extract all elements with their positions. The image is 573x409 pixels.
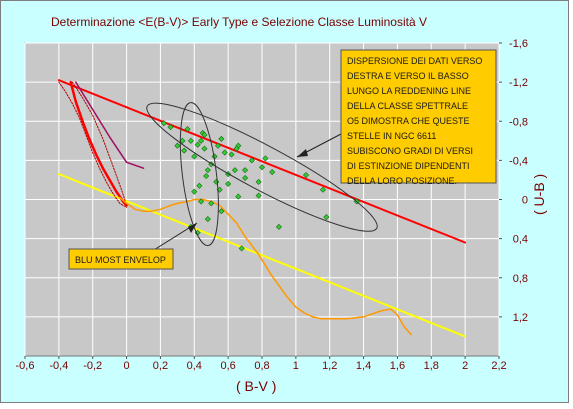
data-point xyxy=(181,147,188,154)
data-point xyxy=(204,216,211,223)
data-point xyxy=(228,151,235,158)
x-ticks: -0,6 -0,4 -0,2 0 0,2 0,4 0,6 0,8 1 1,2 1,4 1,6 1,8 2 2… xyxy=(16,356,507,372)
x-tick-label: 0,2 xyxy=(153,360,168,372)
x-tick-label: 1 xyxy=(293,360,299,372)
reddening-selection-ellipse xyxy=(146,102,378,232)
dispersion-note-line: SUBISCONO GRADI DI VERSI xyxy=(347,146,473,156)
data-point xyxy=(235,193,242,200)
callouts: DISPERSIONE DEI DATI VERSO DESTRA E VERSO… xyxy=(68,49,497,270)
data-point xyxy=(174,142,181,149)
envelope-arrowhead xyxy=(188,223,197,233)
data-point xyxy=(218,135,225,142)
x-tick-label: 0 xyxy=(124,360,130,372)
ellipses xyxy=(146,102,378,247)
data-point xyxy=(242,174,249,182)
data-point xyxy=(214,142,222,149)
data-point xyxy=(218,208,225,215)
data-point xyxy=(225,180,232,187)
callout-arrowhead xyxy=(297,149,308,157)
dispersion-note-line: STELLE IN NGC 6611 xyxy=(347,131,436,141)
x-tick-label: 2 xyxy=(462,360,468,372)
dispersion-note-line: LUNGO LA REDDENING LINE xyxy=(347,86,471,96)
data-point xyxy=(255,178,262,185)
x-tick-label: 1,4 xyxy=(356,360,371,372)
data-point xyxy=(201,145,208,152)
main-sequence-upper xyxy=(69,80,128,207)
data-point xyxy=(319,186,326,193)
y-tick-label: 1,2 xyxy=(513,312,528,324)
x-tick-label: 0,4 xyxy=(187,360,202,372)
data-point xyxy=(255,192,262,199)
data-point xyxy=(187,137,194,144)
data-point xyxy=(194,141,201,148)
data-point xyxy=(323,214,330,221)
data-point xyxy=(167,124,174,131)
y-tick-label: -1,6 xyxy=(509,38,528,50)
data-point xyxy=(201,131,208,138)
data-point xyxy=(184,126,191,133)
y-tick-label: -1,2 xyxy=(509,77,528,89)
data-point xyxy=(248,157,255,164)
x-axis-title: ( B-V ) xyxy=(236,378,276,394)
dispersion-note-line: DISPERSIONE DEI DATI VERSO xyxy=(347,56,482,66)
data-point xyxy=(242,167,249,174)
chart: Determinazione <E(B-V)> Early Type e Sel… xyxy=(16,15,547,394)
dispersion-note-line: DELLA LORO POSIZIONE. xyxy=(347,176,457,186)
dispersion-note-line: DESTRA E VERSO IL BASSO xyxy=(347,71,469,81)
data-point xyxy=(196,182,203,189)
x-tick-label: 1,2 xyxy=(322,360,337,372)
data-point xyxy=(258,164,266,171)
x-tick-label: 0,6 xyxy=(220,360,235,372)
blue-envelope-line xyxy=(57,173,467,338)
data-point xyxy=(233,145,240,152)
data-point xyxy=(302,172,310,179)
dispersion-note-line: O5 DIMOSTRA CHE QUESTE xyxy=(347,116,470,126)
envelope-note-box xyxy=(68,248,174,270)
data-point xyxy=(208,200,215,207)
y-tick-label: -0,8 xyxy=(509,116,528,128)
data-point xyxy=(275,223,282,230)
y-ticks: -1,6 -1,2 -0,8 -0,4 0 0,4 0,8 1,2 xyxy=(499,38,528,324)
short-sequence-line xyxy=(75,81,145,169)
y-tick-label: 0,8 xyxy=(513,273,528,285)
data-points xyxy=(160,120,360,252)
x-tick-label: -0,2 xyxy=(83,360,102,372)
data-point xyxy=(262,155,269,162)
data-point xyxy=(160,120,167,127)
x-tick-label: 0,8 xyxy=(254,360,269,372)
y-tick-label: 0,4 xyxy=(513,234,528,246)
sequence-curve xyxy=(119,196,412,336)
y-axis-title: ( U-B ) xyxy=(531,174,547,215)
envelope-note-label: BLU MOST ENVELOP xyxy=(75,255,166,265)
data-point xyxy=(203,173,210,180)
dispersion-note-line: DELLA CLASSE SPETTRALE xyxy=(347,101,468,111)
x-tick-label: 1,8 xyxy=(424,360,439,372)
y-tick-label: -0,4 xyxy=(509,155,528,167)
chart-title: Determinazione <E(B-V)> Early Type e Sel… xyxy=(51,15,427,29)
reddening-line xyxy=(57,79,467,244)
data-point xyxy=(198,198,205,205)
dispersion-note-line: DI ESTINZIONE DIPENDENTI xyxy=(347,161,470,171)
data-point xyxy=(204,167,211,174)
data-point xyxy=(198,137,205,144)
data-point xyxy=(238,245,245,252)
chart-frame: Determinazione <E(B-V)> Early Type e Sel… xyxy=(0,0,569,403)
dotted-branch-inner xyxy=(71,81,128,206)
dotted-branch xyxy=(58,81,128,208)
x-tick-label: 2,2 xyxy=(491,360,506,372)
y-tick-label: 0 xyxy=(522,195,528,207)
data-point xyxy=(191,188,198,195)
main-sequence-ellipse xyxy=(179,102,219,247)
x-tick-label: -0,6 xyxy=(16,360,35,372)
x-tick-label: -0,4 xyxy=(49,360,68,372)
series-layer xyxy=(57,79,467,338)
data-point xyxy=(269,169,276,176)
dispersion-note-box xyxy=(340,49,497,184)
data-point xyxy=(231,167,238,174)
data-point xyxy=(191,153,198,160)
x-tick-label: 1,6 xyxy=(390,360,405,372)
data-point xyxy=(221,149,228,156)
